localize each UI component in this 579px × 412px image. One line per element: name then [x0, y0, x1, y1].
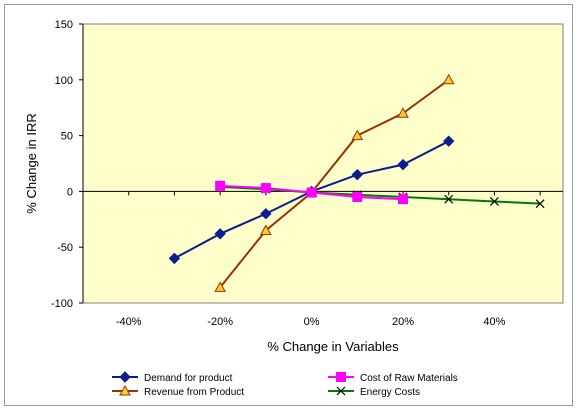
y-axis-title: % Change in IRR [24, 113, 39, 213]
y-tick-label: 50 [61, 131, 73, 143]
x-tick-label: -40% [116, 316, 142, 328]
x-tick-label: -20% [207, 316, 233, 328]
legend-label: Energy Costs [360, 387, 420, 398]
data-point [397, 158, 409, 171]
data-point [442, 73, 455, 85]
y-tick-label: -100 [51, 298, 73, 310]
y-tick-label: -50 [57, 242, 73, 254]
series-layer [168, 73, 545, 292]
data-point [352, 191, 363, 202]
legend-label: Revenue from Product [144, 387, 244, 398]
legend-label: Demand for product [144, 373, 233, 384]
x-tick-label: 20% [392, 316, 414, 328]
data-point [351, 129, 364, 141]
legend-marker [119, 384, 131, 396]
legend-label: Cost of Raw Materials [360, 373, 458, 384]
axes: -100 -50 0 50 100 150 -40% -20% 0% 20% 40% [51, 19, 563, 328]
data-point [306, 187, 317, 198]
data-point [168, 252, 181, 265]
data-point [490, 197, 499, 206]
data-point [260, 183, 271, 194]
x-axis-title: % Change in Variables [267, 339, 399, 354]
y-tick-label: 150 [55, 19, 73, 31]
legend-entry: Energy Costs [328, 386, 420, 398]
data-point [215, 180, 226, 191]
data-point [535, 199, 545, 209]
data-point [443, 135, 455, 147]
y-tick-label: 0 [67, 186, 73, 198]
y-tick-label: 100 [55, 75, 73, 87]
series-revenue-from-product [214, 73, 455, 292]
data-point [398, 194, 408, 205]
legend-entry: Cost of Raw Materials [328, 372, 458, 384]
series-line [219, 78, 450, 289]
legend-marker [336, 386, 346, 396]
legend-entry: Revenue from Product [112, 384, 244, 398]
data-point [397, 107, 409, 118]
x-tick-label: 0% [304, 316, 320, 328]
series-cost-of-raw-materials [215, 180, 408, 205]
legend-marker [336, 372, 346, 382]
data-point [214, 228, 226, 240]
data-point [260, 208, 272, 220]
data-point [260, 224, 272, 235]
plot-area [82, 23, 564, 304]
data-point [214, 281, 226, 292]
legend-marker [119, 371, 131, 383]
legend-entry: Demand for product [112, 371, 233, 384]
data-point [351, 168, 363, 181]
legend: Demand for product Cost of Raw Materials R… [112, 371, 458, 398]
x-tick-label: 40% [483, 316, 505, 328]
data-point [444, 194, 454, 204]
